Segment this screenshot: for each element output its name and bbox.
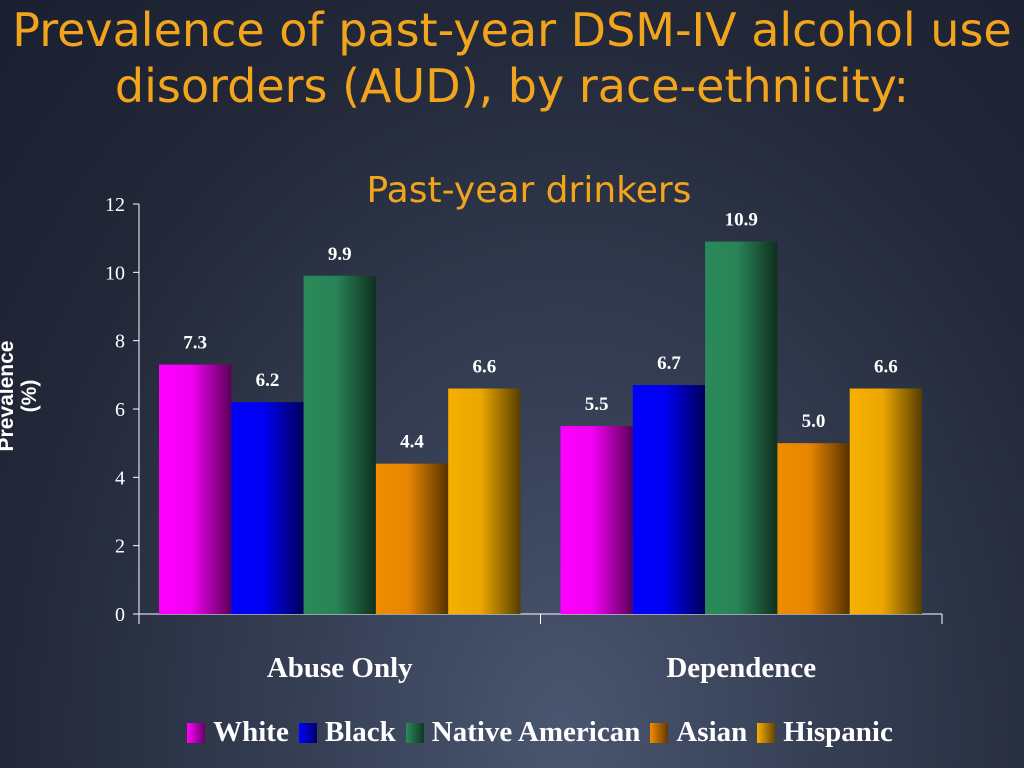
legend-swatch	[405, 723, 424, 743]
bar	[560, 426, 633, 614]
bar	[448, 388, 521, 614]
data-label: 6.2	[256, 370, 280, 391]
legend-item: Asian	[650, 716, 747, 749]
legend: White Black Native American Asian Hispanic	[0, 716, 1024, 749]
bar	[303, 275, 376, 614]
bar	[632, 385, 706, 614]
legend-label: Black	[324, 716, 396, 748]
bar	[159, 364, 232, 614]
x-category-label: Dependence	[666, 652, 816, 684]
legend-swatch	[650, 723, 669, 743]
legend-item: Hispanic	[757, 716, 893, 749]
bar	[375, 463, 449, 614]
legend-label: Native American	[431, 716, 641, 748]
bar	[705, 241, 778, 615]
legend-swatch	[298, 723, 317, 743]
data-label: 6.7	[657, 353, 681, 374]
y-tick-label: 8	[115, 331, 125, 353]
legend-item: White	[187, 716, 289, 749]
legend-swatch	[187, 723, 206, 743]
data-label: 4.4	[400, 432, 424, 453]
data-label: 6.6	[874, 357, 898, 378]
chart-subtitle: Past-year drinkers	[366, 170, 692, 211]
y-tick-label: 0	[115, 604, 125, 626]
data-label: 10.9	[725, 210, 758, 231]
bar	[231, 402, 304, 614]
x-category-label: Abuse Only	[267, 652, 413, 684]
y-tick-label: 2	[115, 536, 125, 558]
y-tick-label: 6	[115, 399, 125, 421]
bar	[849, 388, 922, 614]
data-label: 9.9	[328, 244, 352, 265]
legend-label: Hispanic	[783, 716, 893, 748]
y-tick-label: 4	[115, 467, 125, 489]
data-label: 5.0	[802, 411, 826, 432]
legend-swatch	[757, 723, 776, 743]
legend-item: Native American	[405, 716, 641, 749]
chart-title: Prevalence of past-year DSM-IV alcohol u…	[12, 3, 1012, 113]
y-tick-label: 10	[105, 262, 125, 284]
data-label: 6.6	[472, 357, 496, 378]
y-tick-label: 12	[105, 194, 125, 216]
legend-label: White	[213, 716, 289, 748]
legend-label: Asian	[676, 716, 748, 748]
bar	[777, 443, 850, 614]
legend-item: Black	[298, 716, 396, 749]
data-label: 5.5	[585, 394, 609, 415]
data-label: 7.3	[183, 333, 207, 354]
